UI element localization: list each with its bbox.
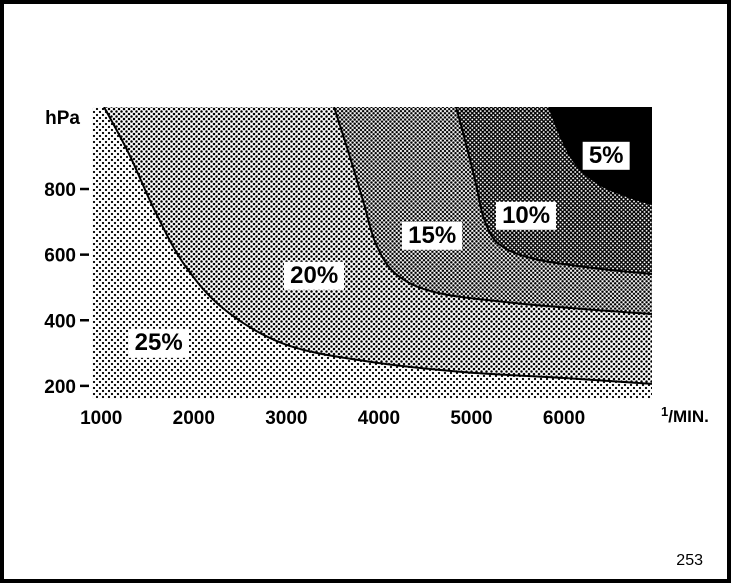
x-tick-label: 6000	[543, 408, 585, 429]
x-tick-label: 3000	[265, 408, 307, 429]
contour-line-20%-15%	[333, 107, 652, 315]
y-tick-label: 600	[44, 246, 76, 267]
contour-chart-svg: hPa 200 400 600 800 1000 2000 3000 4000 5000 6000 1…	[44, 107, 709, 429]
humidity-contour-figure: hPa 200 400 600 800 1000 2000 3000 4000 5000 6000 1…	[4, 4, 727, 579]
x-tick-label: 1000	[80, 408, 122, 429]
y-tick-label: 400	[44, 311, 76, 332]
region-label-15: 15%	[402, 221, 463, 251]
contour-line-10%-5%	[548, 107, 652, 206]
region-label-5: 5%	[582, 141, 630, 171]
contour-line-15%-10%	[455, 107, 652, 275]
y-tick-label: 800	[44, 180, 76, 201]
plot-area	[92, 107, 652, 399]
page-number: 253	[676, 552, 703, 569]
region-label-10: 10%	[496, 201, 557, 231]
x-tick-label: 5000	[450, 408, 492, 429]
y-axis-label: hPa	[45, 108, 80, 129]
x-tick-label: 4000	[358, 408, 400, 429]
region-label-20: 20%	[284, 261, 345, 291]
contour-line-25%-20%	[103, 107, 652, 385]
x-tick-label: 2000	[173, 408, 215, 429]
x-axis-unit: 1/MIN.	[661, 404, 709, 426]
region-label-25: 25%	[128, 329, 189, 358]
y-tick-label: 200	[44, 377, 76, 398]
